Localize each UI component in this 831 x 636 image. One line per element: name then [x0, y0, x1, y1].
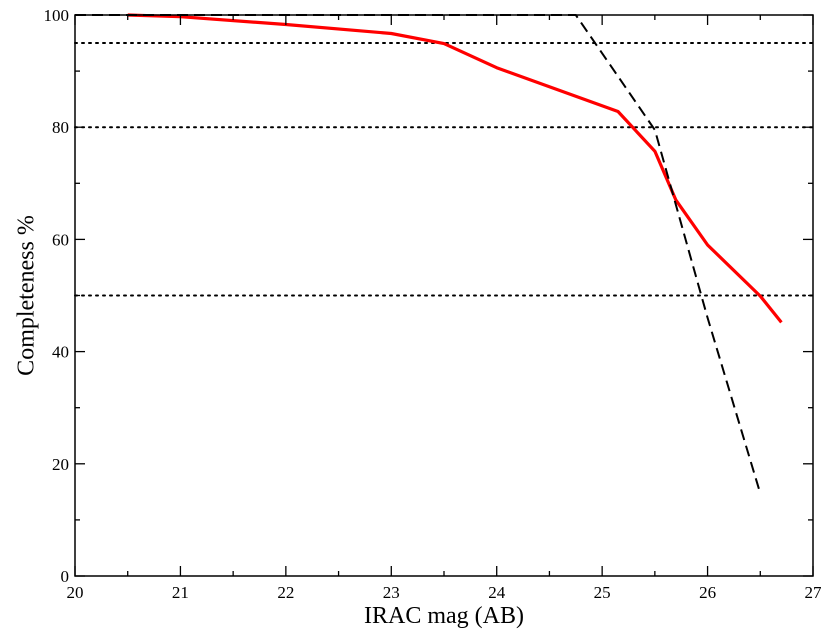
dashed-series-line — [75, 14, 762, 494]
x-tick-label: 20 — [67, 583, 84, 602]
y-tick-label: 60 — [52, 230, 69, 249]
axis-ticks — [74, 14, 814, 577]
x-tick-label: 25 — [594, 583, 611, 602]
y-tick-label: 80 — [52, 118, 69, 137]
x-tick-label: 22 — [277, 583, 294, 602]
y-tick-label: 100 — [44, 6, 70, 25]
reference-lines — [74, 42, 814, 297]
series-lines — [75, 13, 783, 494]
x-tick-label: 27 — [805, 583, 823, 602]
y-tick-label: 40 — [52, 343, 69, 362]
plot-frame — [74, 14, 814, 577]
solid-series-line — [127, 13, 783, 324]
y-tick-label: 20 — [52, 455, 69, 474]
x-axis-title: IRAC mag (AB) — [364, 603, 524, 629]
x-tick-label: 23 — [383, 583, 400, 602]
y-axis-title: Completeness % — [14, 215, 40, 376]
x-tick-label: 24 — [488, 583, 506, 602]
x-tick-label: 21 — [172, 583, 189, 602]
x-tick-label: 26 — [699, 583, 716, 602]
y-tick-label: 0 — [61, 567, 70, 586]
